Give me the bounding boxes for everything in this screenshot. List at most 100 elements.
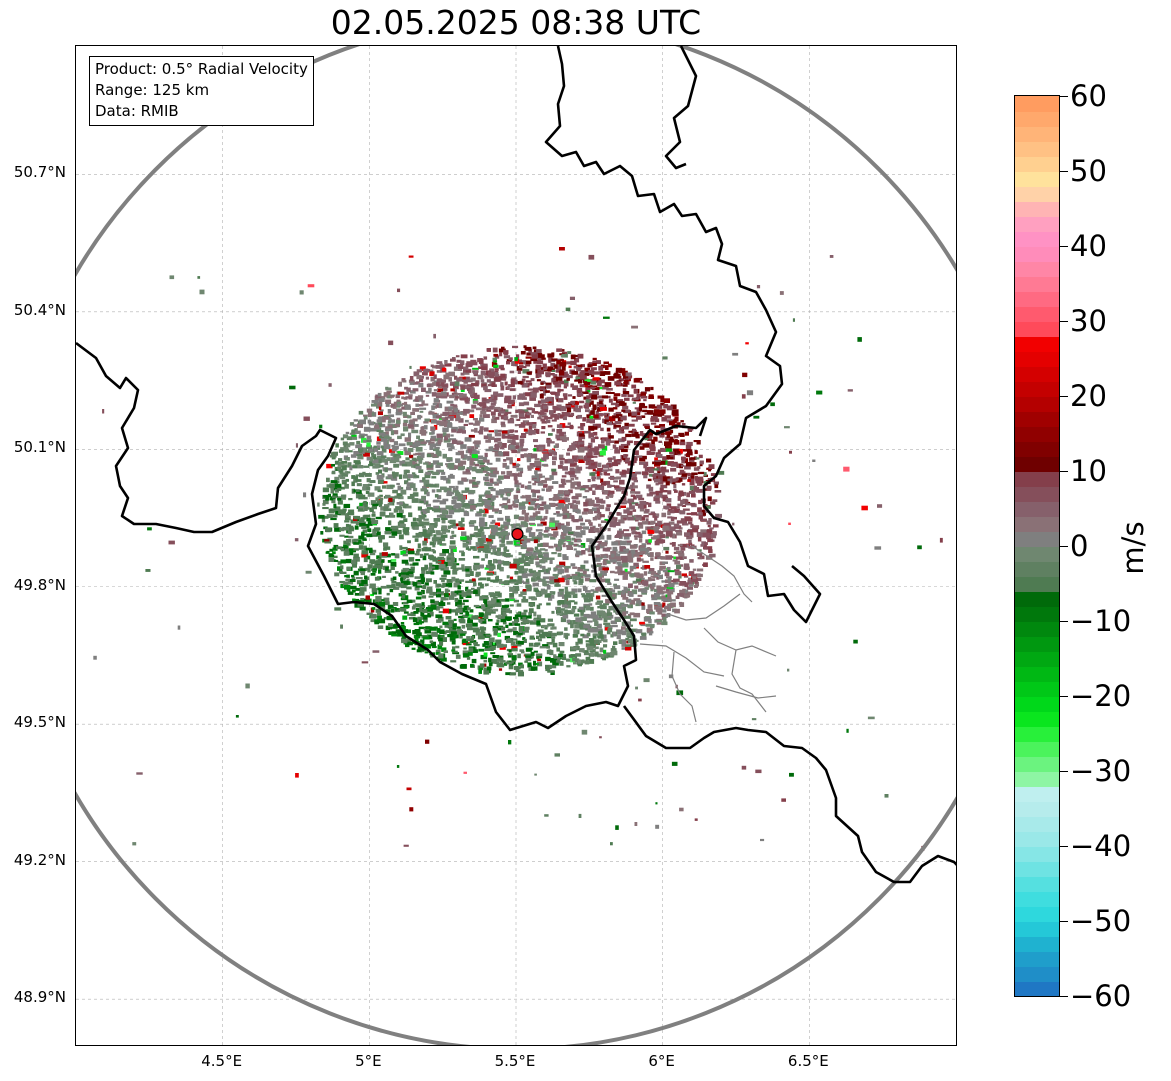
map-title: 02.05.2025 08:38 UTC	[330, 3, 702, 42]
radar-map-panel[interactable]	[75, 45, 957, 1046]
colorbar-segment	[1015, 696, 1059, 712]
radar-site-marker	[511, 527, 524, 541]
colorbar-segment	[1015, 891, 1059, 907]
colorbar-segment	[1015, 276, 1059, 292]
colorbar-tick-label: 60	[1070, 79, 1107, 113]
colorbar-segment	[1015, 426, 1059, 442]
colorbar-unit-label: m/s	[1116, 521, 1150, 575]
colorbar-segment	[1015, 366, 1059, 382]
colorbar-tick	[1060, 771, 1068, 772]
colorbar-tick-label: −10	[1070, 604, 1132, 638]
colorbar-tick	[1060, 396, 1068, 397]
colorbar-segment	[1015, 546, 1059, 562]
colorbar-segment	[1015, 846, 1059, 862]
lon-tick-label: 5.5°E	[494, 1052, 536, 1070]
colorbar-segment	[1015, 411, 1059, 427]
colorbar-segment	[1015, 756, 1059, 772]
country-border	[544, 46, 822, 624]
colorbar-segment	[1015, 741, 1059, 757]
velocity-colorbar	[1014, 95, 1060, 997]
colorbar-segment	[1015, 831, 1059, 847]
colorbar-segment	[1015, 726, 1059, 742]
colorbar-tick-label: 20	[1070, 379, 1107, 413]
colorbar-tick-label: 40	[1070, 229, 1107, 263]
radar-map-canvas	[76, 46, 956, 1045]
lon-tick-label: 6.5°E	[787, 1052, 829, 1070]
colorbar-segment	[1015, 216, 1059, 232]
admin-boundary	[715, 685, 777, 699]
colorbar-segment	[1015, 471, 1059, 487]
colorbar-segment	[1015, 351, 1059, 367]
colorbar-segment	[1015, 681, 1059, 697]
colorbar-segment	[1015, 711, 1059, 727]
colorbar-segment	[1015, 261, 1059, 277]
lat-tick-label: 49.2°N	[13, 850, 66, 869]
range-label: Range: 125 km	[95, 81, 210, 99]
colorbar-segment	[1015, 501, 1059, 517]
colorbar-segment	[1015, 576, 1059, 592]
colorbar-segment	[1015, 906, 1059, 922]
colorbar-segment	[1015, 561, 1059, 577]
colorbar-tick	[1060, 921, 1068, 922]
colorbar-segment	[1015, 126, 1059, 142]
colorbar-tick-label: 0	[1070, 529, 1089, 563]
lon-tick-label: 4.5°E	[201, 1052, 243, 1070]
colorbar-segment	[1015, 531, 1059, 547]
colorbar-tick-label: 10	[1070, 454, 1107, 488]
colorbar-segment	[1015, 336, 1059, 352]
colorbar-tick-label: 50	[1070, 154, 1107, 188]
colorbar-segment	[1015, 246, 1059, 262]
admin-boundary	[639, 643, 725, 677]
lon-tick-label: 6°E	[648, 1052, 675, 1070]
colorbar-segment	[1015, 96, 1059, 112]
colorbar-segment	[1015, 441, 1059, 457]
product-info-box: Product: 0.5° Radial Velocity Range: 125…	[89, 56, 314, 126]
colorbar-segment	[1015, 231, 1059, 247]
colorbar-tick	[1060, 696, 1068, 697]
colorbar-segment	[1015, 156, 1059, 172]
colorbar-segment	[1015, 306, 1059, 322]
colorbar-segment	[1015, 381, 1059, 397]
colorbar-segment	[1015, 636, 1059, 652]
colorbar-segment	[1015, 396, 1059, 412]
colorbar-tick-label: −30	[1070, 754, 1132, 788]
colorbar-segment	[1015, 981, 1059, 996]
lat-tick-label: 48.9°N	[13, 988, 66, 1007]
product-label: Product: 0.5° Radial Velocity	[95, 60, 308, 78]
admin-boundary	[671, 651, 697, 723]
data-source-label: Data: RMIB	[95, 102, 179, 120]
lat-tick-label: 49.8°N	[13, 575, 66, 594]
colorbar-tick	[1060, 321, 1068, 322]
colorbar-tick-label: −20	[1070, 679, 1132, 713]
colorbar-tick-label: −50	[1070, 904, 1132, 938]
colorbar-segment	[1015, 651, 1059, 667]
lat-tick-label: 50.1°N	[13, 438, 66, 457]
colorbar-segment	[1015, 876, 1059, 892]
colorbar-tick	[1060, 621, 1068, 622]
colorbar-segment	[1015, 771, 1059, 787]
lat-tick-label: 49.5°N	[13, 713, 66, 732]
colorbar-tick	[1060, 996, 1068, 997]
lon-tick-label: 5°E	[355, 1052, 382, 1070]
colorbar-segment	[1015, 606, 1059, 622]
country-border	[664, 46, 698, 170]
colorbar-segment	[1015, 966, 1059, 982]
colorbar-segment	[1015, 936, 1059, 952]
colorbar-segment	[1015, 786, 1059, 802]
country-border	[76, 341, 708, 732]
colorbar-segment	[1015, 621, 1059, 637]
colorbar-tick	[1060, 96, 1068, 97]
colorbar-segment	[1015, 291, 1059, 307]
colorbar-segment	[1015, 516, 1059, 532]
country-border	[622, 705, 956, 884]
colorbar-segment	[1015, 801, 1059, 817]
colorbar-segment	[1015, 141, 1059, 157]
colorbar-tick	[1060, 246, 1068, 247]
colorbar-tick	[1060, 171, 1068, 172]
colorbar-segment	[1015, 921, 1059, 937]
lat-tick-label: 50.4°N	[13, 300, 66, 319]
colorbar-tick	[1060, 846, 1068, 847]
colorbar-segment	[1015, 111, 1059, 127]
colorbar-segment	[1015, 816, 1059, 832]
colorbar-segment	[1015, 186, 1059, 202]
